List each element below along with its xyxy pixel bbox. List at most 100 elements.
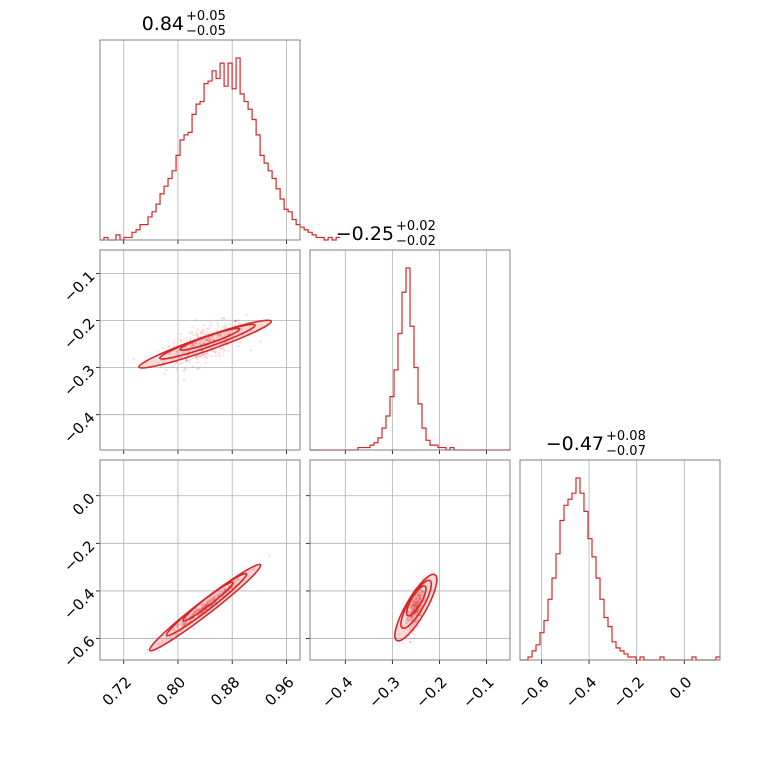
scatter-point [212,598,215,601]
scatter-point [201,342,205,345]
scatter-point [415,599,419,603]
scatter-point [236,578,240,581]
scatter-point [185,346,188,349]
scatter-point [420,603,423,607]
scatter-point [207,339,211,342]
scatter-point [412,623,415,627]
scatter-point [191,365,194,368]
scatter-point [175,368,179,371]
scatter-point [415,611,419,615]
scatter-point [175,350,179,353]
scatter-point [203,355,207,359]
scatter-point [418,598,421,601]
scatter-point [191,343,195,347]
scatter-point [218,591,221,595]
scatter-point [196,361,200,364]
scatter-point [209,338,212,342]
scatter-point [409,606,412,609]
scatter-point [413,603,416,607]
scatter-point [195,334,198,337]
scatter-point [412,608,415,612]
scatter-point [182,369,186,373]
scatter-point [197,367,200,370]
scatter-point [161,640,164,643]
scatter-point [421,611,424,614]
scatter-point [176,624,179,627]
scatter-point [419,588,423,591]
scatter-point [419,589,422,593]
y-tick-label: −0.2 [60,314,98,352]
scatter-point [414,597,418,601]
scatter-point [223,588,227,591]
scatter-point [413,600,416,603]
contour-line [182,581,234,622]
scatter-point [179,362,182,366]
scatter-point [411,602,415,605]
scatter-point [418,595,422,599]
scatter-point [208,601,211,604]
scatter-point [245,313,248,317]
scatter-point [220,317,223,321]
scatter-point [233,582,237,586]
scatter-point [190,614,194,617]
contour-line [394,573,438,642]
scatter-point [196,336,199,339]
scatter-point [409,616,412,619]
scatter-point [213,595,216,599]
scatter-point [206,601,209,604]
scatter-point [238,331,242,334]
scatter-point [224,334,227,337]
scatter-point [198,355,201,358]
scatter-point [415,603,418,607]
scatter-point [227,349,230,353]
scatter-point [223,317,226,321]
scatter-point [404,621,408,625]
scatter-point [410,624,414,628]
scatter-point [237,322,241,325]
scatter-point [415,605,418,608]
scatter-point [191,326,194,329]
scatter-point [416,600,420,604]
scatter-point [411,616,414,619]
scatter-point [207,599,210,603]
scatter-point [234,580,237,584]
scatter-point [172,341,175,344]
param-title-plus-0: +0.05 [186,9,226,24]
scatter-point [172,627,176,630]
scatter-point [210,598,214,602]
scatter-point [418,596,421,600]
scatter-point [409,641,412,644]
scatter-point [210,355,213,358]
scatter-point [191,342,195,346]
scatter-point [205,356,208,360]
scatter-point [410,616,414,620]
scatter-point [200,353,204,357]
scatter-point [194,608,197,612]
scatter-point [210,339,213,343]
scatter-point [208,599,211,602]
scatter-point [418,594,422,597]
histogram-panel-1: −0.25 +0.02−0.02 [309,219,511,454]
histogram-panel-0: 0.84 +0.05−0.05 [99,9,341,244]
scatter-point [415,596,418,600]
scatter-point [416,602,419,606]
scatter-point [196,328,199,331]
y-tick-label: −0.1 [60,267,98,305]
scatter-point [192,613,195,616]
y-tick-label: −0.6 [60,632,98,670]
scatter-point [199,355,202,359]
axes-frame [309,249,511,451]
scatter-point [221,325,224,329]
scatter-point [202,324,206,327]
axes-frame [99,39,301,241]
scatter-point [415,604,419,607]
scatter-point [236,578,240,581]
x-tick-label: 0.96 [261,673,297,709]
scatter-point [193,610,196,614]
scatter-point [190,612,194,616]
scatter-point [168,353,171,356]
scatter-point [421,592,425,595]
scatter-point [203,602,206,606]
scatter-point [206,602,209,605]
scatter-point [220,348,223,351]
